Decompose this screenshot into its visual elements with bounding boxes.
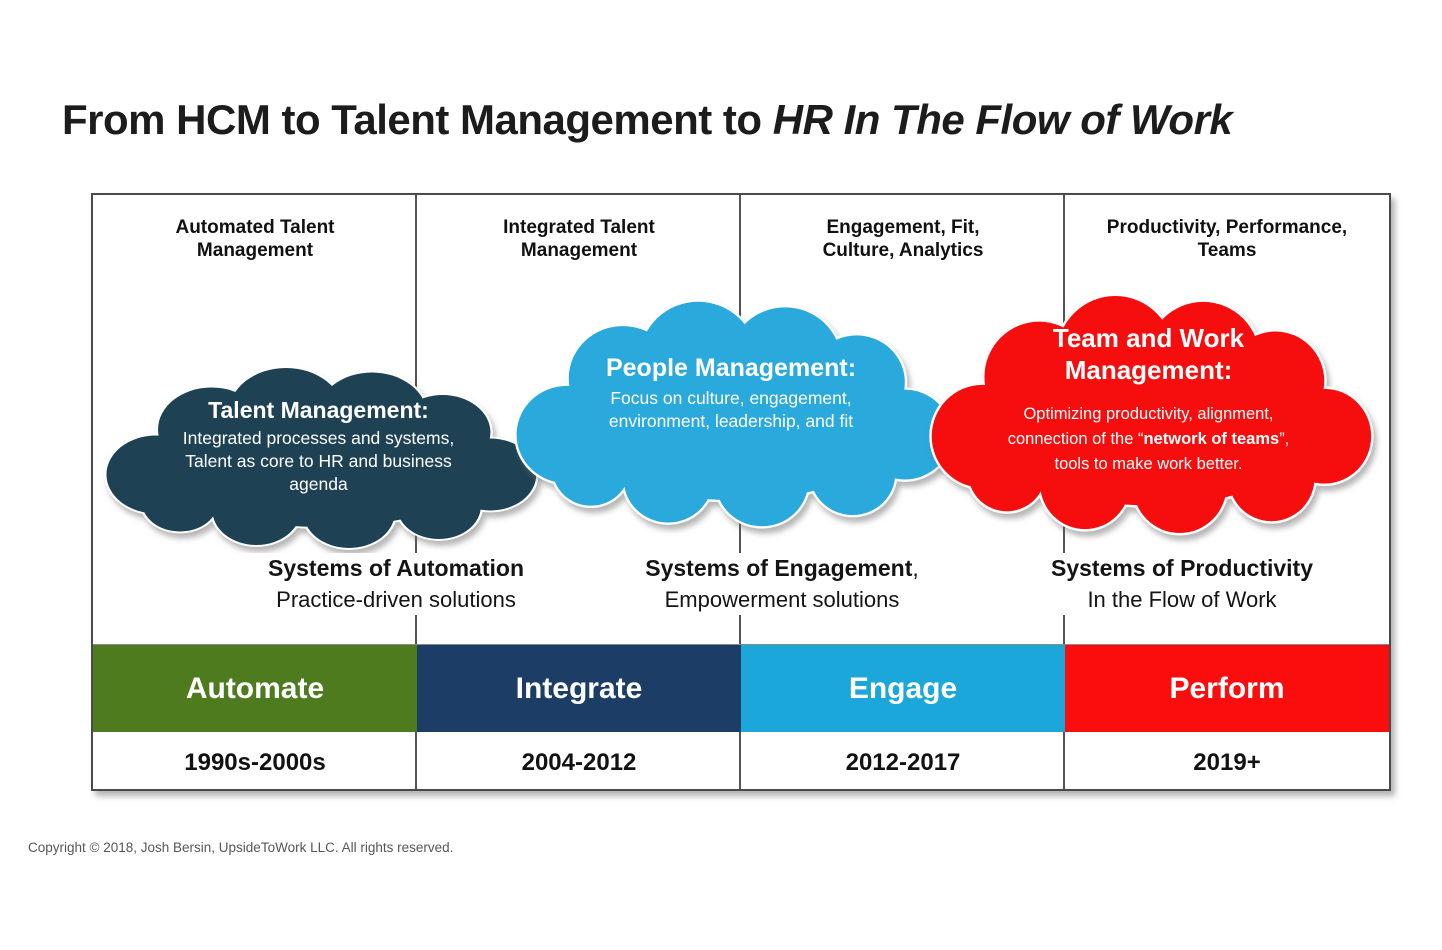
bar-engage: Engage [741,645,1065,732]
system-line2: Practice-driven solutions [276,587,516,612]
system-line1: Systems of Engagement [645,555,913,581]
header-line: Engagement, Fit, [826,217,980,238]
column-header-engagement-fit-culture-analytics: Engagement, Fit, Culture, Analytics [741,195,1065,262]
cloud-people-management-text: People Management: Focus on culture, eng… [505,298,957,530]
header-line: Management [196,240,314,261]
cloud-body: Focus on culture, engagement, environmen… [608,388,854,431]
cloud-title: People Management: [605,354,857,382]
date-range-engage: 2012-2017 [845,748,961,776]
system-line2: Empowerment solutions [664,587,900,612]
header-line: Management [520,240,638,261]
page-title-italic: HR In The Flow of Work [772,96,1233,143]
column-header-row: Automated Talent Management Integrated T… [93,195,1389,262]
cloud-body: Optimizing productivity, alignment, conn… [999,402,1299,477]
cloud-body-post: ”, tools to make work better. [1054,430,1290,473]
column-header-productivity-performance-teams: Productivity, Performance, Teams [1065,195,1389,262]
date-range-perform: 2019+ [1193,748,1261,776]
cloud-team-and-work-management-text: Team and Work Management: Optimizing pro… [920,292,1377,537]
date-range-automate: 1990s-2000s [184,748,326,776]
copyright-notice: Copyright © 2018, Josh Bersin, UpsideToW… [28,840,454,855]
cloud-body: Integrated processes and systems, Talent… [182,428,455,494]
cloud-people-management: People Management: Focus on culture, eng… [505,298,957,530]
cloud-shape-icon [929,293,1374,536]
system-line1: Systems of Productivity [1050,555,1314,581]
header-line: Automated Talent [175,217,335,238]
cloud-shape-icon [514,299,954,529]
page-title: From HCM to Talent Management to HR In T… [62,96,1233,144]
system-line2: In the Flow of Work [1087,587,1277,612]
date-range-row: 1990s-2000s 2004-2012 2012-2017 2019+ [93,732,1389,793]
cloud-team-and-work-management: Team and Work Management: Optimizing pro… [920,292,1377,537]
header-line: Integrated Talent [503,217,655,238]
header-line: Culture, Analytics [822,240,984,261]
cloud-body-bold: network of teams [1143,430,1280,448]
cloud-body-pre: Optimizing productivity, alignment, conn… [1007,405,1274,448]
bar-integrate: Integrate [417,645,741,732]
cloud-talent-management-text: Talent Management: Integrated processes … [95,365,542,551]
system-line1: Systems of Automation [267,555,524,581]
cloud-shape-icon [104,366,539,550]
system-line1-suffix: , [912,555,919,581]
system-label-productivity: Systems of Productivity In the Flow of W… [992,553,1372,615]
system-label-engagement: Systems of Engagement, Empowerment solut… [592,553,972,615]
column-header-automated-talent-management: Automated Talent Management [93,195,417,262]
header-line: Teams [1197,240,1257,261]
cloud-title: Talent Management: [208,397,429,423]
timeline-table: Automated Talent Management Integrated T… [91,193,1391,791]
phase-bars-row: Automate Integrate Engage Perform [93,644,1389,732]
system-label-automation: Systems of Automation Practice-driven so… [206,553,586,615]
bar-automate: Automate [93,645,417,732]
column-header-integrated-talent-management: Integrated Talent Management [417,195,741,262]
page-title-regular: From HCM to Talent Management to [62,96,773,143]
cloud-title: Team and Work Management: [1052,323,1245,385]
bar-perform: Perform [1065,645,1389,732]
cloud-talent-management: Talent Management: Integrated processes … [95,365,542,551]
header-line: Productivity, Performance, [1106,217,1348,238]
date-range-integrate: 2004-2012 [521,748,637,776]
